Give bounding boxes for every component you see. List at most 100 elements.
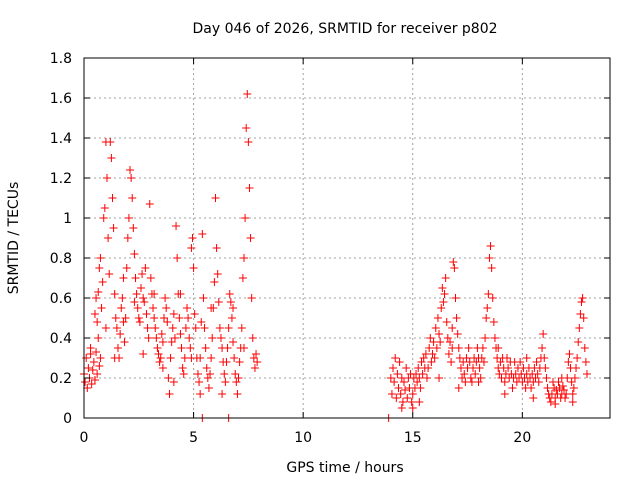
data-point: [424, 364, 433, 372]
data-point: [450, 264, 459, 272]
data-point: [101, 324, 110, 332]
data-point: [144, 334, 153, 342]
data-point: [538, 344, 547, 352]
data-point: [561, 394, 570, 402]
data-point: [139, 350, 148, 358]
data-point: [487, 264, 496, 272]
data-point: [187, 244, 196, 252]
data-point: [403, 394, 412, 402]
data-point: [98, 278, 107, 286]
data-point: [532, 358, 541, 366]
data-point: [541, 364, 550, 372]
data-point: [112, 324, 121, 332]
data-point: [177, 344, 186, 352]
data-point: [163, 318, 172, 326]
data-point: [111, 314, 120, 322]
data-points: [80, 90, 591, 422]
data-point: [84, 364, 93, 372]
data-point: [581, 358, 590, 366]
data-point: [145, 200, 154, 208]
data-point: [576, 310, 585, 318]
data-point: [132, 290, 141, 298]
data-point: [416, 384, 425, 392]
data-point: [392, 394, 401, 402]
data-point: [169, 378, 178, 386]
data-point: [97, 304, 106, 312]
data-point: [398, 398, 407, 406]
data-point: [118, 294, 127, 302]
data-point: [242, 124, 251, 132]
data-point: [432, 344, 441, 352]
data-point: [393, 370, 402, 378]
data-point: [478, 344, 487, 352]
data-point: [181, 324, 190, 332]
data-point: [202, 364, 211, 372]
data-point: [95, 362, 104, 370]
data-point: [113, 344, 122, 352]
data-point: [150, 290, 159, 298]
data-point: [155, 358, 164, 366]
data-point: [129, 224, 138, 232]
data-point: [241, 214, 250, 222]
data-point: [475, 364, 484, 372]
data-point: [110, 354, 119, 362]
data-point: [201, 344, 210, 352]
data-point: [108, 194, 117, 202]
data-point: [449, 258, 458, 266]
data-point: [570, 374, 579, 382]
data-point: [107, 154, 116, 162]
x-tick-label: 10: [294, 430, 312, 446]
data-point: [223, 344, 232, 352]
data-point: [564, 358, 573, 366]
data-point: [436, 338, 445, 346]
data-point: [233, 390, 242, 398]
data-point: [408, 404, 417, 412]
data-point: [204, 384, 213, 392]
y-tick-label: 0.2: [50, 371, 72, 387]
data-point: [252, 350, 261, 358]
data-point: [539, 330, 548, 338]
data-point: [221, 378, 230, 386]
data-point: [533, 370, 542, 378]
data-point: [87, 380, 96, 388]
data-point: [426, 334, 435, 342]
data-point: [187, 354, 196, 362]
data-point: [128, 194, 137, 202]
data-point: [122, 264, 131, 272]
data-point: [110, 290, 119, 298]
data-point: [575, 324, 584, 332]
data-point: [474, 378, 483, 386]
data-point: [216, 334, 225, 342]
data-point: [158, 338, 167, 346]
data-point: [396, 390, 405, 398]
data-point: [551, 400, 560, 408]
data-point: [579, 314, 588, 322]
data-point: [199, 294, 208, 302]
data-point: [124, 214, 133, 222]
data-point: [448, 324, 457, 332]
data-point: [99, 214, 108, 222]
data-point: [96, 354, 105, 362]
data-point: [471, 370, 480, 378]
data-point: [190, 310, 199, 318]
data-point: [567, 378, 576, 386]
data-point: [572, 364, 581, 372]
data-point: [139, 294, 148, 302]
data-point: [173, 254, 182, 262]
x-tick-label: 5: [189, 430, 198, 446]
data-point: [172, 222, 181, 230]
data-point: [489, 318, 498, 326]
data-point: [552, 386, 561, 394]
data-point: [568, 390, 577, 398]
data-point: [218, 390, 227, 398]
data-point: [229, 304, 238, 312]
data-point: [151, 324, 160, 332]
data-point: [211, 194, 220, 202]
data-point: [558, 382, 567, 390]
data-point: [580, 344, 589, 352]
data-point: [197, 318, 206, 326]
data-point: [439, 298, 448, 306]
data-point: [546, 398, 555, 406]
data-point: [179, 370, 188, 378]
